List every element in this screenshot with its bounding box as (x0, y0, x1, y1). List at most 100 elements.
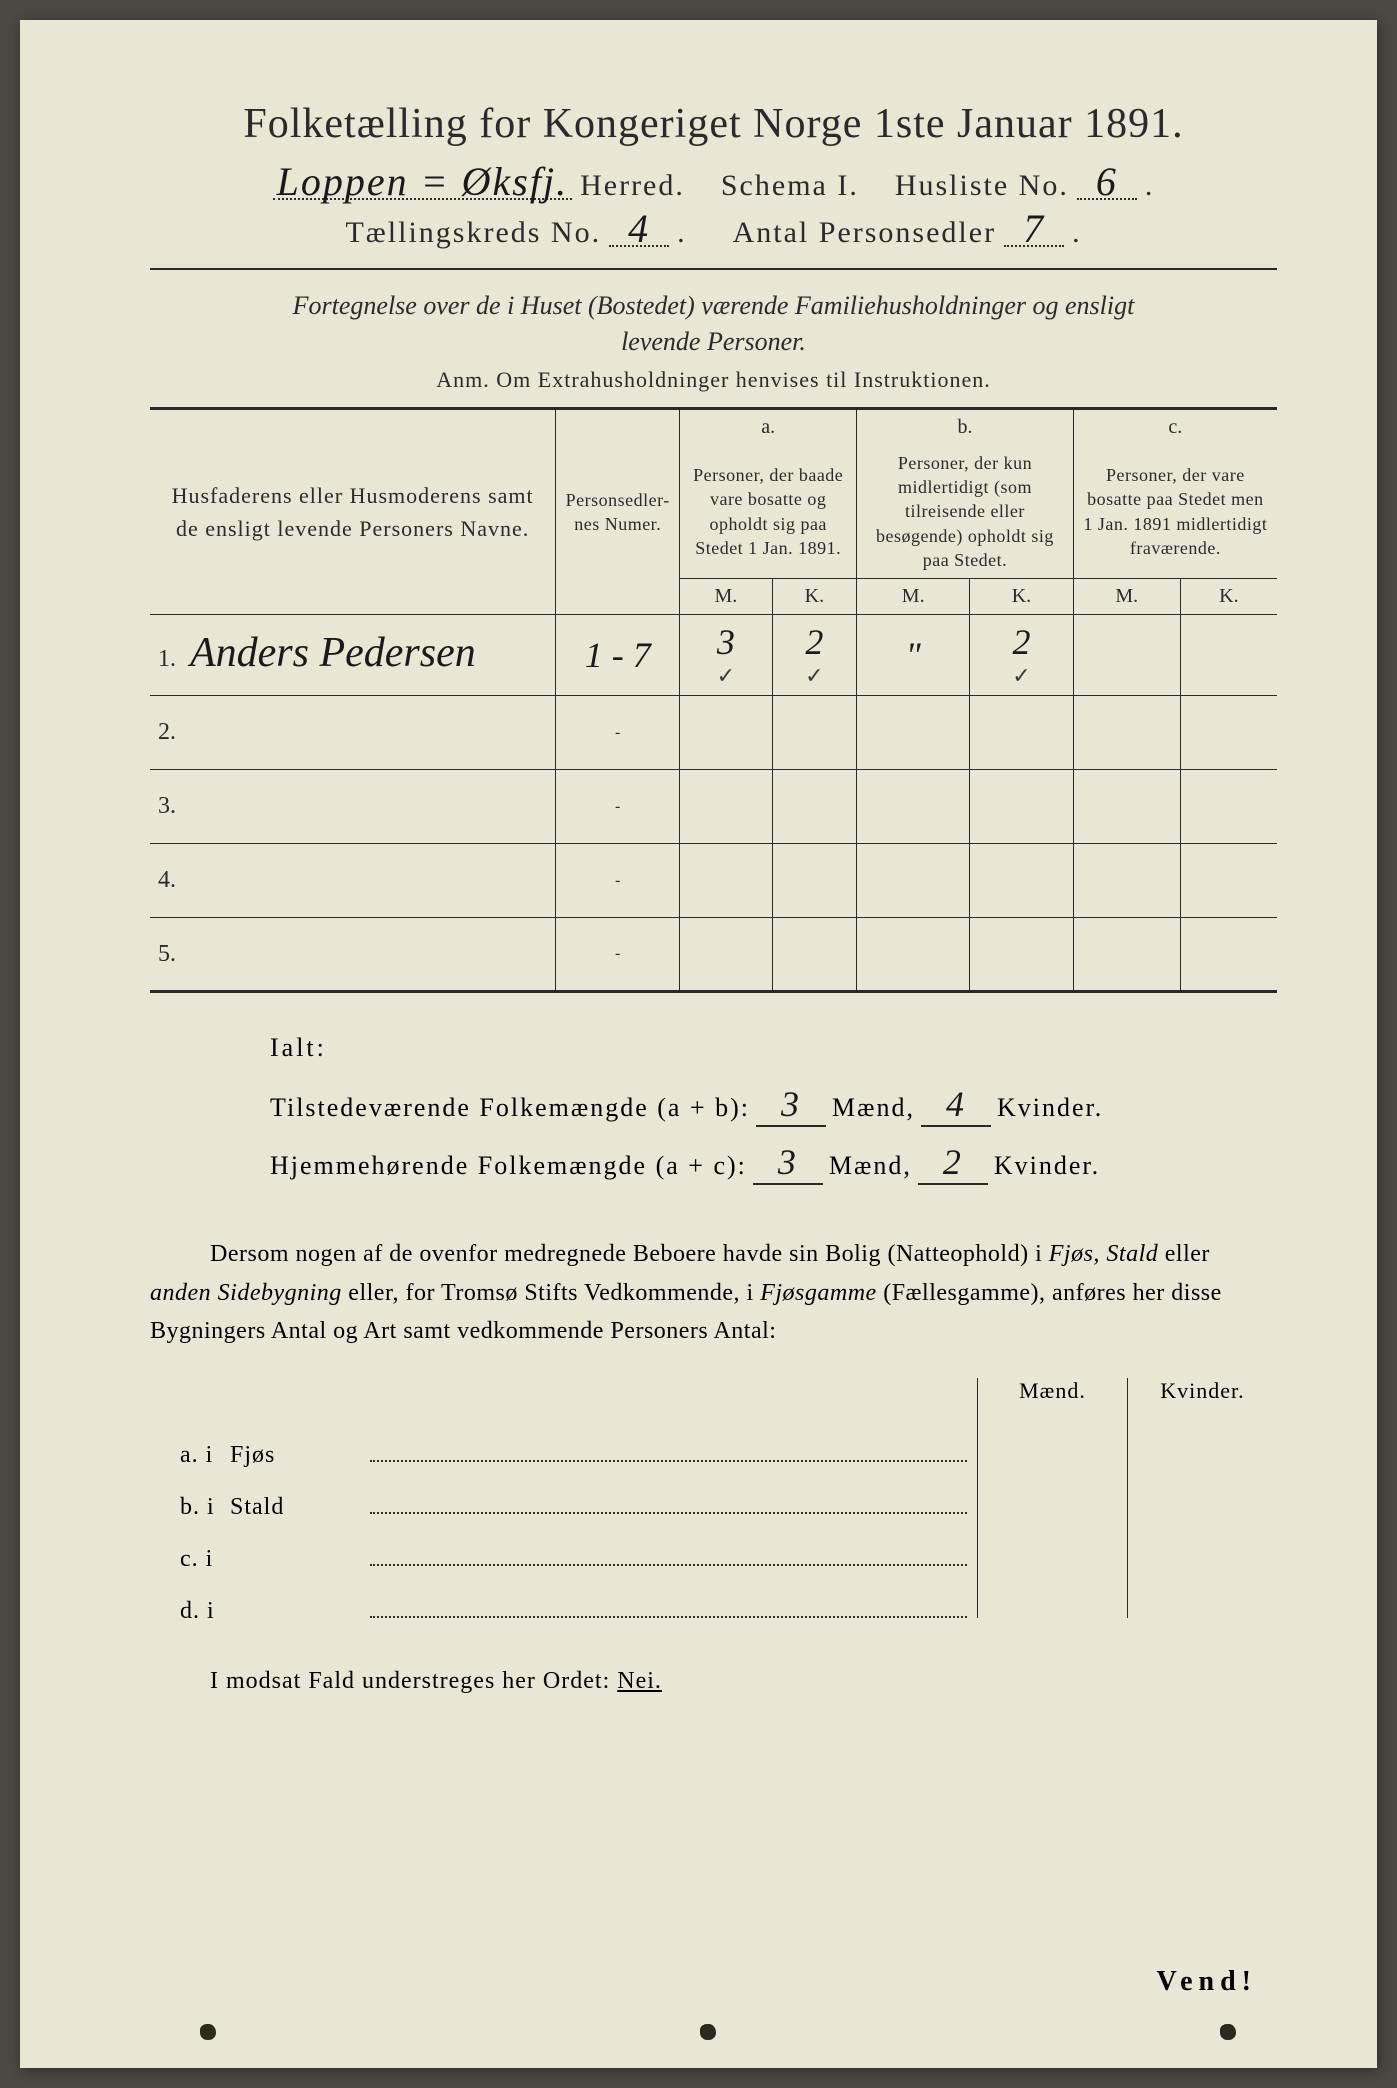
side-k-header: Kvinder. (1127, 1378, 1277, 1410)
cell: 2 (1012, 622, 1030, 662)
side-building-table: Mænd. Kvinder. a. i Fjøs b. i Stald c. i… (150, 1378, 1277, 1618)
c-k: K. (1180, 579, 1277, 615)
husliste-label: Husliste No. (895, 169, 1069, 203)
col-b-top: b. (857, 408, 1074, 445)
punch-hole-icon (700, 2024, 716, 2040)
col-name-text: Husfaderens eller Husmoderens samt de en… (172, 483, 534, 541)
dotted-line (370, 1548, 967, 1566)
a-k: K. (772, 579, 857, 615)
row-n: 2. (150, 696, 556, 770)
a-m: M. (680, 579, 772, 615)
page-title: Folketælling for Kongeriget Norge 1ste J… (150, 100, 1277, 148)
col-a-desc: Personer, der baade vare bosatte og opho… (680, 445, 857, 579)
dotted-line (370, 1600, 967, 1618)
side-m-header: Mænd. (977, 1378, 1127, 1410)
col-b-desc: Personer, der kun midlertidigt (som tilr… (857, 445, 1074, 579)
cell: 3 (717, 622, 735, 662)
side-row: d. i (150, 1566, 1277, 1618)
header-line-1: Loppen = Øksfj. Herred. Schema I. Huslis… (150, 166, 1277, 203)
table-row: 3. - (150, 770, 1277, 844)
table-row: 2. - (150, 696, 1277, 770)
b-k: K. (970, 579, 1074, 615)
cell: - (556, 696, 680, 770)
c-m: M. (1073, 579, 1180, 615)
cell: 2 (805, 622, 823, 662)
cell: - (556, 844, 680, 918)
side-m (977, 1514, 1127, 1566)
side-n: Fjøs (230, 1442, 370, 1469)
side-header: Mænd. Kvinder. (150, 1378, 1277, 1410)
husliste-no: 6 (1077, 166, 1137, 200)
table-row: 5. - (150, 918, 1277, 992)
header-line-2: Tællingskreds No. 4. Antal Personsedler … (150, 213, 1277, 250)
dotted-line (370, 1444, 967, 1462)
sum-m: 3 (753, 1141, 823, 1185)
herred-label: Herred. (580, 169, 685, 203)
vend-label: Vend! (1156, 1966, 1257, 1998)
census-form-page: Folketælling for Kongeriget Norge 1ste J… (20, 20, 1377, 2068)
antal-label: Antal Personsedler (733, 216, 996, 250)
schema-label: Schema I. (721, 169, 859, 203)
punch-hole-icon (1220, 2024, 1236, 2040)
sum-label: Hjemmehørende Folkemængde (a + c): (270, 1151, 747, 1181)
table-row: 4. - (150, 844, 1277, 918)
subtitle-l2: levende Personer. (621, 327, 806, 356)
dotted-line (370, 1496, 967, 1514)
sum-k: 2 (918, 1141, 988, 1185)
sum-line-1: Tilstedeværende Folkemængde (a + b): 3 M… (270, 1083, 1277, 1127)
tick-icon: ✓ (805, 663, 823, 688)
cell: - (556, 770, 680, 844)
herred-field: Loppen = Øksfj. (273, 166, 572, 200)
footer-text: I modsat Fald understreges her Ordet: (210, 1668, 610, 1694)
side-k (1127, 1462, 1277, 1514)
row-n: 5. (150, 918, 556, 992)
side-l: c. i (150, 1546, 230, 1573)
footer-line: I modsat Fald understreges her Ordet: Ne… (150, 1668, 1277, 1695)
totals-block: Ialt: Tilstedeværende Folkemængde (a + b… (150, 1033, 1277, 1185)
side-k (1127, 1410, 1277, 1462)
footer-nei: Nei. (617, 1668, 662, 1694)
subtitle-l1: Fortegnelse over de i Huset (Bostedet) v… (293, 291, 1135, 320)
row-n: 1. (158, 646, 176, 672)
side-k (1127, 1514, 1277, 1566)
ialt-label: Ialt: (270, 1033, 1277, 1063)
side-l: b. i (150, 1494, 230, 1521)
side-row: a. i Fjøs (150, 1410, 1277, 1462)
sum-line-2: Hjemmehørende Folkemængde (a + c): 3 Mæn… (270, 1141, 1277, 1185)
sum-label: Tilstedeværende Folkemængde (a + b): (270, 1093, 750, 1123)
col-a-top: a. (680, 408, 857, 445)
col-c-top: c. (1073, 408, 1277, 445)
kreds-no: 4 (609, 213, 669, 247)
side-k (1127, 1566, 1277, 1618)
side-m (977, 1410, 1127, 1462)
punch-hole-icon (200, 2024, 216, 2040)
side-building-paragraph: Dersom nogen af de ovenfor medregnede Be… (150, 1235, 1277, 1350)
row-name: Anders Pedersen (190, 630, 476, 676)
anm-note: Anm. Om Extrahusholdninger henvises til … (150, 367, 1277, 393)
side-n: Stald (230, 1494, 370, 1521)
cell: " (906, 635, 921, 675)
side-m (977, 1462, 1127, 1514)
side-row: b. i Stald (150, 1462, 1277, 1514)
main-table: Husfaderens eller Husmoderens samt de en… (150, 407, 1277, 993)
b-m: M. (857, 579, 970, 615)
sum-m: 3 (756, 1083, 826, 1127)
kvinder-label: Kvinder. (997, 1093, 1103, 1123)
side-row: c. i (150, 1514, 1277, 1566)
row-n: 3. (150, 770, 556, 844)
divider (150, 268, 1277, 270)
cell: - (556, 918, 680, 992)
side-m (977, 1566, 1127, 1618)
col-num-text: Personsedler-nes Numer. (566, 490, 670, 534)
side-l: d. i (150, 1598, 230, 1625)
maend-label: Mænd, (829, 1151, 912, 1181)
col-num-header: Personsedler-nes Numer. (556, 408, 680, 614)
maend-label: Mænd, (832, 1093, 915, 1123)
sum-k: 4 (921, 1083, 991, 1127)
table-row: 1. Anders Pedersen 1 - 7 3✓ 2✓ " 2✓ (150, 615, 1277, 696)
side-l: a. i (150, 1442, 230, 1469)
subtitle: Fortegnelse over de i Huset (Bostedet) v… (150, 288, 1277, 361)
tick-icon: ✓ (717, 663, 735, 688)
kvinder-label: Kvinder. (994, 1151, 1100, 1181)
kreds-label: Tællingskreds No. (345, 216, 601, 250)
